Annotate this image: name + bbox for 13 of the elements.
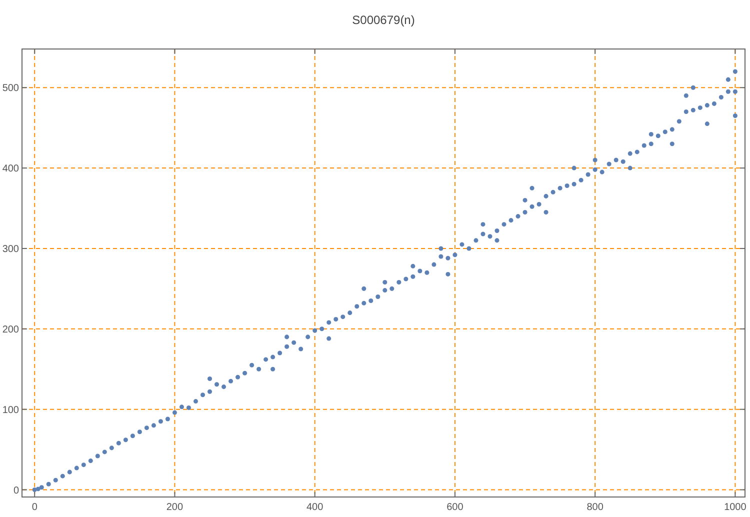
y-tick-label: 0: [13, 485, 20, 496]
y-tick-label: 400: [2, 164, 20, 175]
x-tick-label: 600: [446, 502, 464, 513]
x-tick-label: 200: [166, 502, 184, 513]
y-tick-label: 300: [2, 244, 20, 255]
x-tick-label: 800: [586, 502, 604, 513]
y-tick-label: 500: [2, 83, 20, 94]
y-tick-label: 200: [2, 324, 20, 336]
x-tick-label: 0: [32, 502, 38, 513]
y-tick-label: 100: [2, 404, 20, 416]
x-tick-label: 400: [306, 502, 324, 513]
chart-title: S000679(n): [352, 13, 415, 27]
x-tick-label: 1000: [724, 502, 747, 513]
